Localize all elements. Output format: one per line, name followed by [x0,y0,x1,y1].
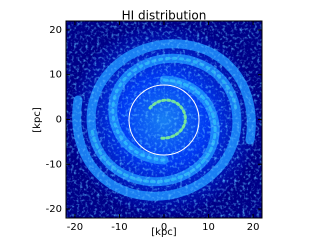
y-tick-label: 10 [49,70,62,81]
y-axis-label: [kpc] [32,107,43,133]
x-tick-label: 10 [202,222,215,233]
y-tick-label: -10 [46,159,62,170]
y-tick-label: -20 [46,204,62,215]
chart-title: HI distribution [122,9,207,23]
y-tick-label: 20 [49,25,62,36]
x-tick-label: -10 [111,222,127,233]
x-tick-label: 0 [161,222,167,233]
x-tick-label: 20 [247,222,260,233]
x-tick-label: -20 [67,222,83,233]
y-tick-label: 0 [56,115,62,126]
x-axis-label: [kpc] [151,227,177,238]
hi-map [66,21,262,218]
